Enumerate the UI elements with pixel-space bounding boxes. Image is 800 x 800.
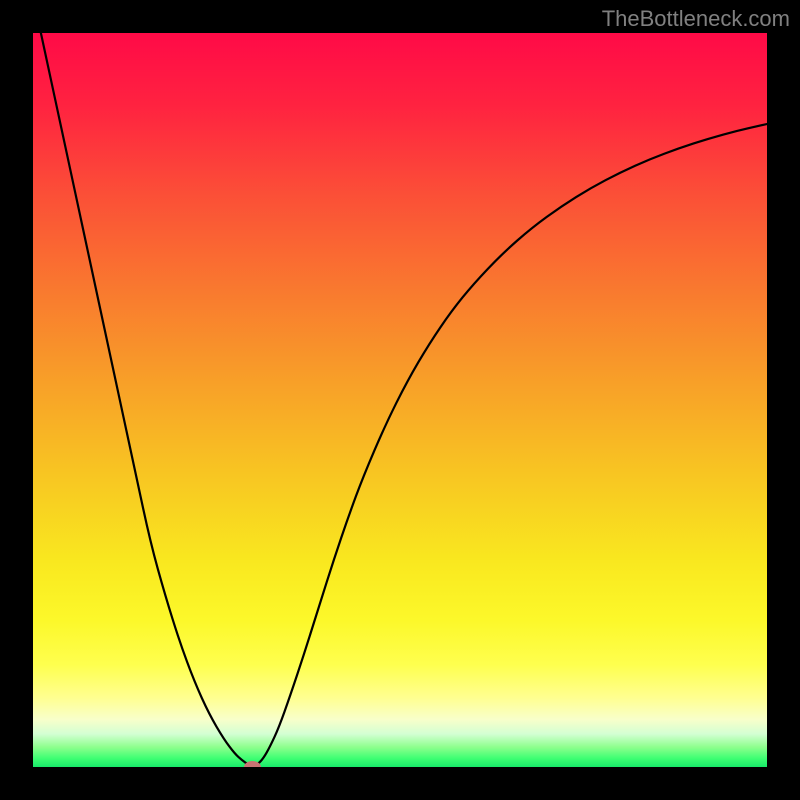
watermark-text: TheBottleneck.com bbox=[602, 6, 790, 32]
plot-svg bbox=[33, 33, 767, 767]
plot-area bbox=[33, 33, 767, 767]
gradient-background bbox=[33, 33, 767, 767]
